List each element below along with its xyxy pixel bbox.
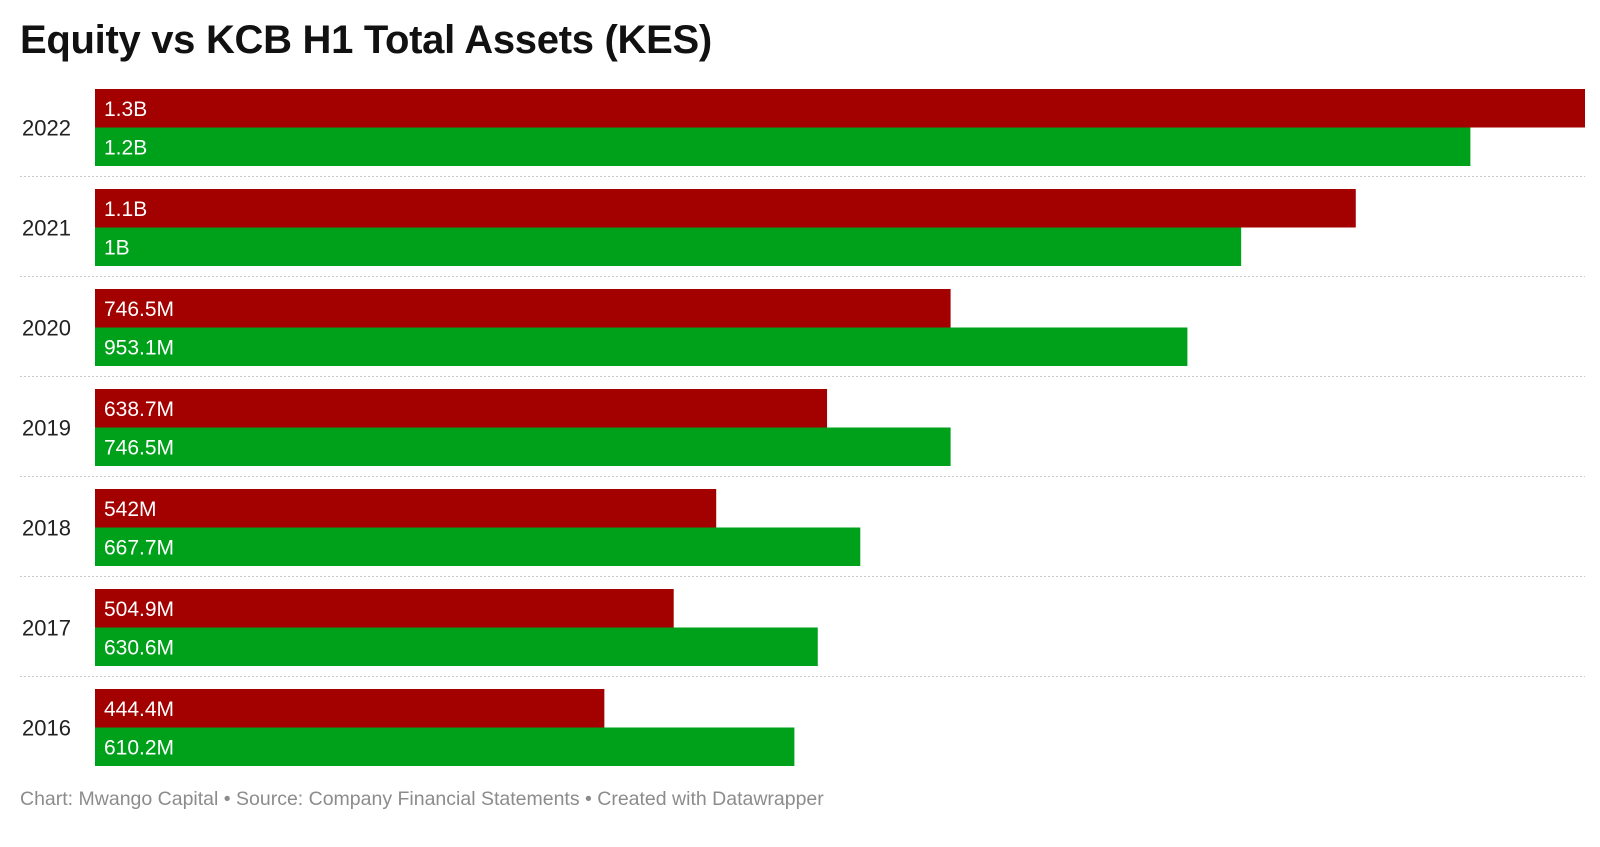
bar-value-label: 746.5M (104, 298, 174, 321)
bar-series-1 (95, 389, 828, 428)
bar-value-label: 444.4M (104, 698, 174, 721)
bar-value-label: 1.1B (104, 198, 147, 221)
year-label: 2021 (22, 216, 71, 241)
bar-value-label: 638.7M (104, 398, 174, 421)
bar-series-2 (95, 227, 1242, 266)
bar-value-label: 504.9M (104, 598, 174, 621)
bar-series-1 (95, 689, 605, 728)
bar-series-1 (95, 589, 674, 628)
year-label: 2017 (22, 616, 71, 641)
bar-value-label: 1.2B (104, 136, 147, 159)
year-label: 2016 (22, 716, 71, 741)
bar-value-label: 542M (104, 498, 157, 521)
chart-footer: Chart: Mwango Capital • Source: Company … (20, 788, 824, 810)
bar-series-2 (95, 127, 1471, 166)
bar-series-1 (95, 489, 717, 528)
bar-value-label: 953.1M (104, 336, 174, 359)
bar-series-2 (95, 427, 951, 466)
bar-value-label: 1.3B (104, 98, 147, 121)
bar-series-1 (95, 189, 1356, 228)
year-label: 2020 (22, 316, 71, 341)
year-label: 2022 (22, 116, 71, 141)
bar-value-label: 630.6M (104, 636, 174, 659)
bar-series-2 (95, 527, 861, 566)
chart-title: Equity vs KCB H1 Total Assets (KES) (20, 18, 712, 62)
year-label: 2018 (22, 516, 71, 541)
bar-value-label: 667.7M (104, 536, 174, 559)
bar-series-2 (95, 327, 1188, 366)
bar-value-label: 1B (104, 236, 130, 259)
bar-series-2 (95, 727, 795, 766)
bar-series-2 (95, 627, 818, 666)
bar-series-1 (95, 89, 1585, 128)
bar-value-label: 610.2M (104, 736, 174, 759)
bar-value-label: 746.5M (104, 436, 174, 459)
year-label: 2019 (22, 416, 71, 441)
bar-series-1 (95, 289, 951, 328)
